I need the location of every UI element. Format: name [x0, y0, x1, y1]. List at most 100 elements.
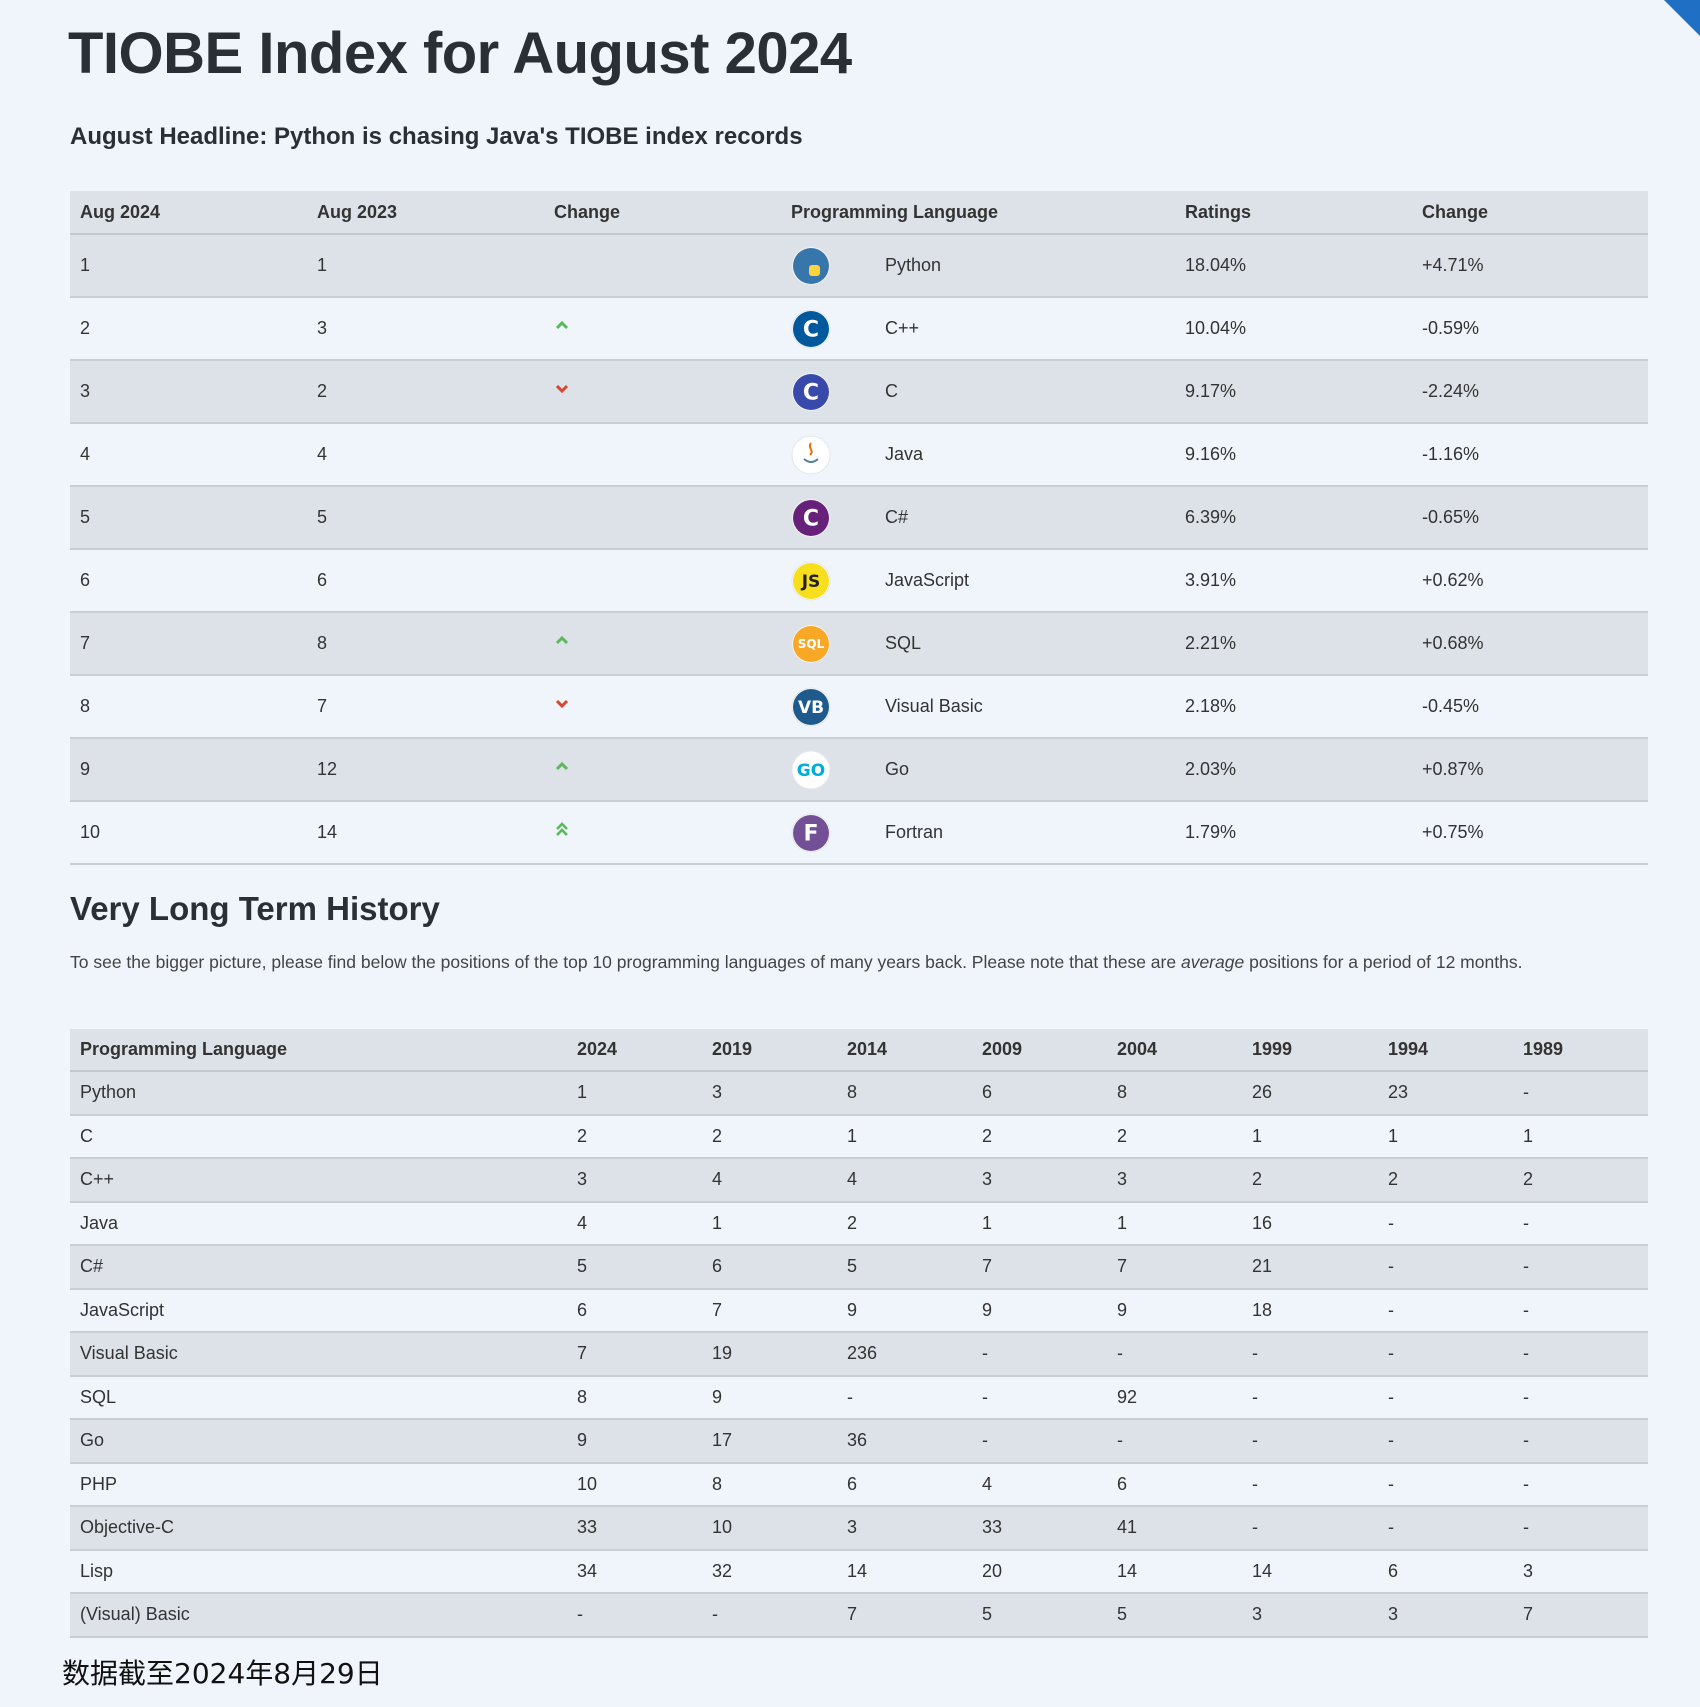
- table-row: Objective-C 33 10 3 33 41- - -: [70, 1506, 1648, 1551]
- position-cell: 16: [1242, 1201, 1378, 1246]
- rating-cell: 10.04%: [1175, 297, 1412, 361]
- chevron: [556, 828, 568, 836]
- language-cell: C: [70, 1114, 567, 1159]
- position-cell: 3: [1107, 1158, 1242, 1203]
- previous-rank-cell: 7: [307, 675, 544, 739]
- position-cell: 236: [837, 1332, 972, 1377]
- table-row: 10 14 F Fortran 1.79% +0.75%: [70, 801, 1648, 865]
- logo-cell: [781, 423, 875, 487]
- position-cell: -: [1378, 1462, 1513, 1507]
- position-cell: -: [1513, 1071, 1648, 1116]
- rank-cell: 9: [70, 738, 307, 802]
- change-cell: -0.45%: [1412, 675, 1648, 739]
- history-table: Programming Language 2024 2019 2014 2009 2004…: [70, 1029, 1648, 1638]
- position-cell: 23: [1378, 1071, 1513, 1116]
- language-cell: Python: [875, 234, 1175, 298]
- position-cell: 7: [1513, 1593, 1648, 1638]
- position-cell: 14: [1242, 1549, 1378, 1594]
- previous-rank-cell: 5: [307, 486, 544, 550]
- position-cell: 1: [1513, 1114, 1648, 1159]
- language-cell: Objective-C: [70, 1506, 567, 1551]
- position-cell: 7: [702, 1288, 837, 1333]
- position-cell: -: [1378, 1245, 1513, 1290]
- chevron: [555, 635, 569, 645]
- language-cell: Visual Basic: [875, 675, 1175, 739]
- position-cell: 2: [972, 1114, 1107, 1159]
- rating-cell: 6.39%: [1175, 486, 1412, 550]
- headline: August Headline: Python is chasing Java'…: [70, 123, 803, 150]
- position-cell: 4: [837, 1158, 972, 1203]
- logo-cell: VB: [781, 675, 875, 739]
- change-cell: -1.16%: [1412, 423, 1648, 487]
- trend-icon: [555, 699, 569, 709]
- position-cell: 7: [837, 1593, 972, 1638]
- chevron: [555, 320, 569, 330]
- trend-icon: [555, 761, 569, 771]
- rank-cell: 5: [70, 486, 307, 550]
- position-cell: 36: [837, 1419, 972, 1464]
- logo-text: GO: [797, 760, 825, 780]
- language-cell: SQL: [70, 1375, 567, 1420]
- position-cell: -: [702, 1593, 837, 1638]
- table-row: Lisp 34 32 14 20 14 14 6 3: [70, 1549, 1648, 1594]
- rating-cell: 18.04%: [1175, 234, 1412, 298]
- trend-icon: [555, 635, 569, 645]
- change-cell: +0.87%: [1412, 738, 1648, 802]
- position-cell: 3: [837, 1506, 972, 1551]
- table-row: 1 1 Python 18.04% +4.71%: [70, 234, 1648, 298]
- chevron: [555, 761, 569, 771]
- previous-rank-cell: 6: [307, 549, 544, 613]
- position-cell: 8: [837, 1071, 972, 1116]
- change-cell: -0.65%: [1412, 486, 1648, 550]
- position-cell: -: [1242, 1332, 1378, 1377]
- trend-cell: [544, 675, 781, 739]
- logo-text: F: [803, 821, 818, 846]
- previous-rank-cell: 14: [307, 801, 544, 865]
- change-cell: +0.62%: [1412, 549, 1648, 613]
- rank-cell: 2: [70, 297, 307, 361]
- column-header: 2009: [972, 1029, 1107, 1072]
- logo-text: C: [803, 506, 819, 531]
- position-cell: 6: [702, 1245, 837, 1290]
- language-cell: Java: [875, 423, 1175, 487]
- position-cell: 1: [972, 1201, 1107, 1246]
- position-cell: 4: [972, 1462, 1107, 1507]
- position-cell: 9: [1107, 1288, 1242, 1333]
- change-cell: +0.68%: [1412, 612, 1648, 676]
- position-cell: -: [1513, 1462, 1648, 1507]
- position-cell: -: [1513, 1288, 1648, 1333]
- position-cell: 1: [702, 1201, 837, 1246]
- position-cell: 21: [1242, 1245, 1378, 1290]
- column-header: 2014: [837, 1029, 972, 1072]
- table-row: PHP 10 8 6 4 6- - -: [70, 1462, 1648, 1507]
- rating-cell: 9.16%: [1175, 423, 1412, 487]
- language-cell: C#: [875, 486, 1175, 550]
- rank-cell: 6: [70, 549, 307, 613]
- position-cell: -: [1242, 1506, 1378, 1551]
- language-cell: Lisp: [70, 1549, 567, 1594]
- position-cell: 2: [1107, 1114, 1242, 1159]
- column-header: Change: [544, 191, 781, 235]
- position-cell: 3: [972, 1158, 1107, 1203]
- logo-disc: [794, 752, 828, 787]
- position-cell: 9: [567, 1419, 702, 1464]
- logo-text: JS: [801, 571, 821, 591]
- position-cell: 1: [1242, 1114, 1378, 1159]
- rating-cell: 3.91%: [1175, 549, 1412, 613]
- table-row: Java 4 1 2 1 1 16- -: [70, 1201, 1648, 1246]
- rank-cell: 10: [70, 801, 307, 865]
- language-cell: PHP: [70, 1462, 567, 1507]
- change-cell: -2.24%: [1412, 360, 1648, 424]
- language-cell: JavaScript: [70, 1288, 567, 1333]
- column-header: 1994: [1378, 1029, 1513, 1072]
- language-cell: Python: [70, 1071, 567, 1116]
- logo-cell: C: [781, 360, 875, 424]
- chevron: [555, 384, 569, 394]
- rank-cell: 4: [70, 423, 307, 487]
- trend-cell: [544, 801, 781, 865]
- position-cell: 2: [702, 1114, 837, 1159]
- chevron: [555, 699, 569, 709]
- position-cell: 2: [567, 1114, 702, 1159]
- position-cell: -: [1242, 1419, 1378, 1464]
- logo-cell: SQL: [781, 612, 875, 676]
